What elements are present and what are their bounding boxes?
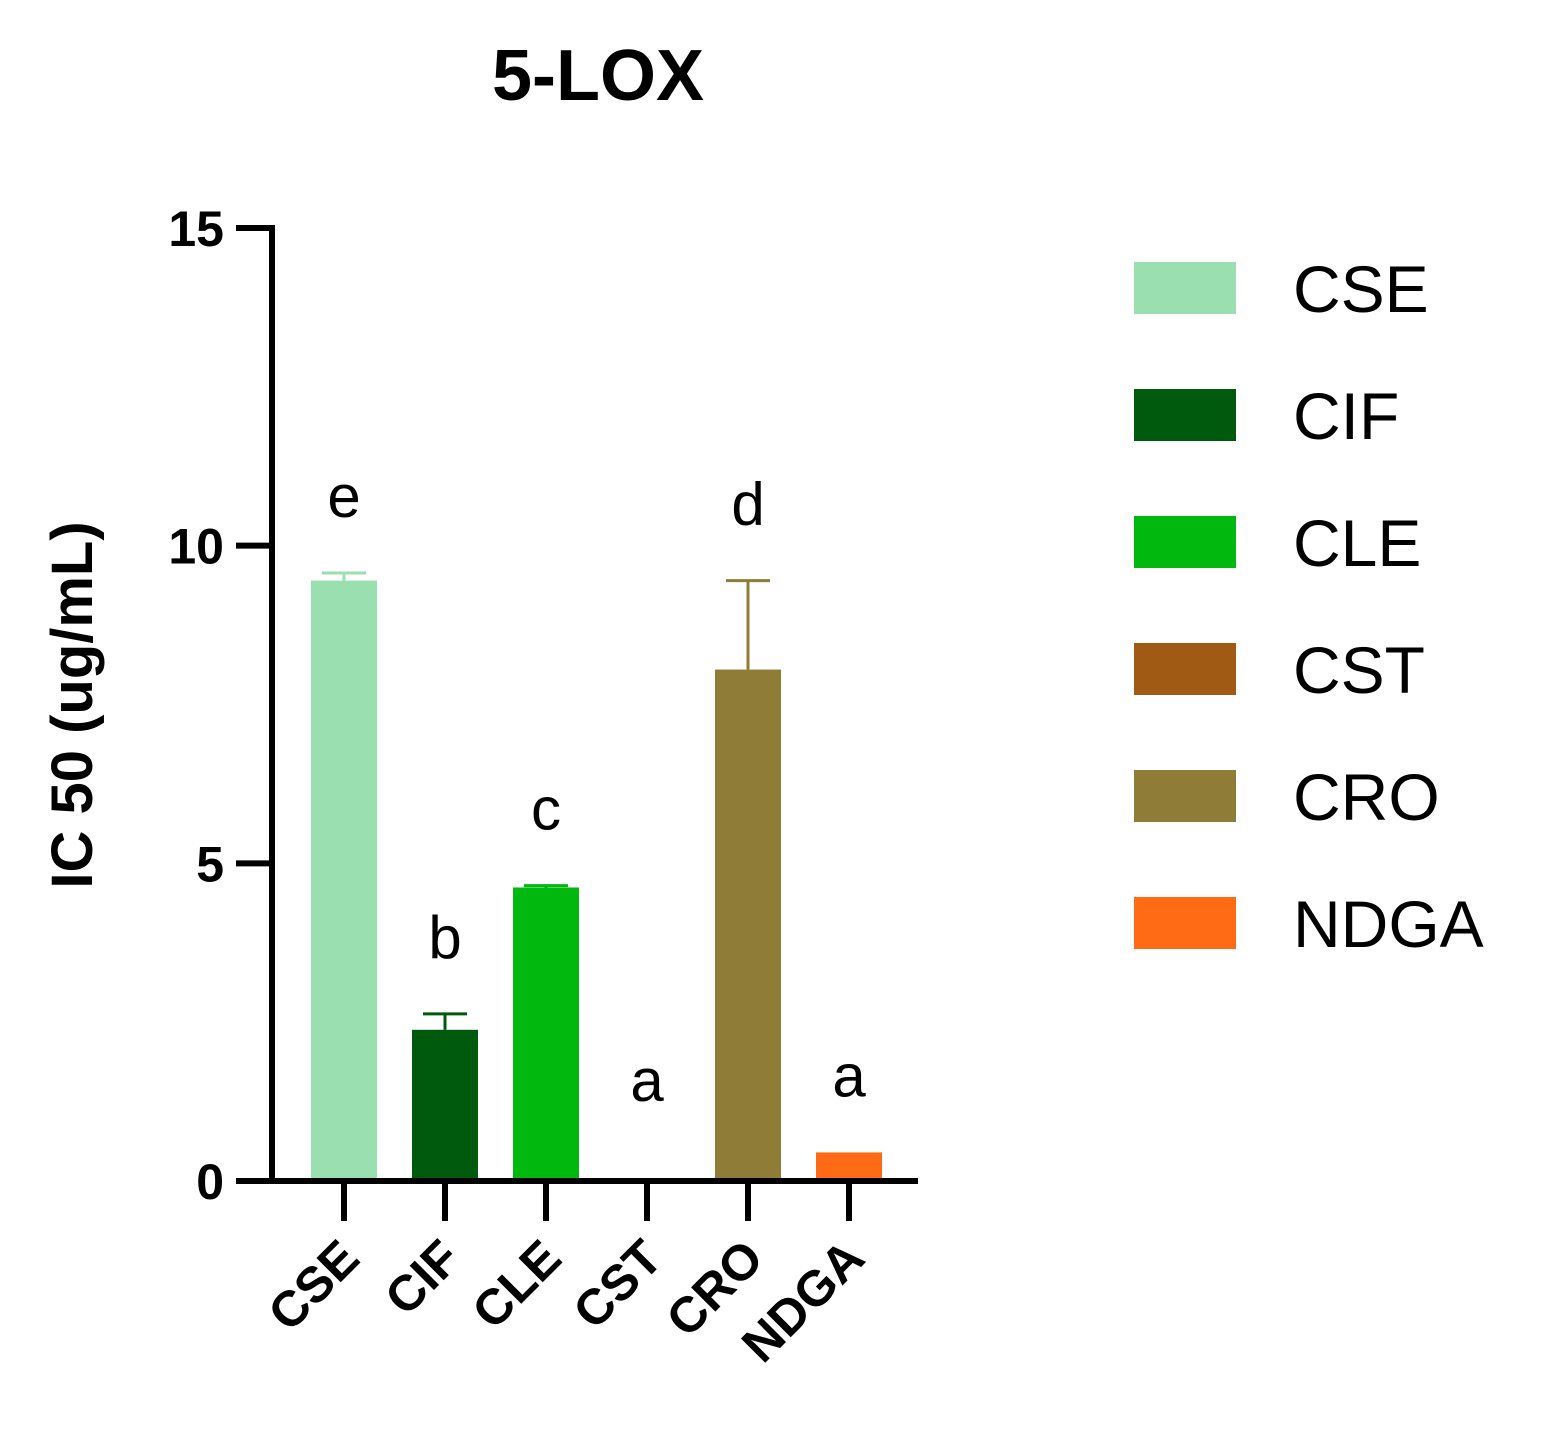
bar-cro <box>715 669 781 1181</box>
legend-swatch-cle <box>1134 516 1236 568</box>
legend-label-ndga: NDGA <box>1293 887 1484 961</box>
bar-ndga <box>816 1152 882 1181</box>
significance-label-cse: e <box>327 463 360 530</box>
legend-swatch-cro <box>1134 770 1236 822</box>
significance-label-ndga: a <box>832 1042 866 1109</box>
significance-label-cro: d <box>731 471 764 538</box>
legend: CSE CIF CLE CST CRO NDGA <box>1134 252 1484 961</box>
y-tick-label-5: 5 <box>196 836 224 892</box>
chart-title: 5-LOX <box>492 36 704 116</box>
legend-swatch-cst <box>1134 643 1236 695</box>
significance-label-cle: c <box>531 776 561 843</box>
y-axis-label: IC 50 (ug/mL) <box>40 521 105 888</box>
x-tick-label-cse: CSE <box>257 1229 369 1341</box>
significance-label-cif: b <box>428 904 461 971</box>
legend-label-cro: CRO <box>1293 760 1440 834</box>
x-tick-label-cle: CLE <box>461 1229 571 1339</box>
legend-swatch-cse <box>1134 262 1236 314</box>
y-tick-label-15: 15 <box>168 201 224 257</box>
bar-cse <box>311 580 377 1181</box>
legend-label-cst: CST <box>1293 633 1425 707</box>
legend-label-cle: CLE <box>1293 506 1421 580</box>
legend-swatch-ndga <box>1134 897 1236 949</box>
y-tick-label-10: 10 <box>168 519 224 575</box>
y-tick-label-0: 0 <box>196 1154 224 1210</box>
legend-label-cif: CIF <box>1293 379 1399 453</box>
significance-label-cst: a <box>630 1047 664 1114</box>
legend-swatch-cif <box>1134 389 1236 441</box>
x-tick-label-cst: CST <box>562 1229 672 1339</box>
bar-cif <box>412 1029 478 1181</box>
x-tick-label-cif: CIF <box>374 1229 471 1326</box>
bar-cle <box>513 887 579 1181</box>
legend-label-cse: CSE <box>1293 252 1429 326</box>
